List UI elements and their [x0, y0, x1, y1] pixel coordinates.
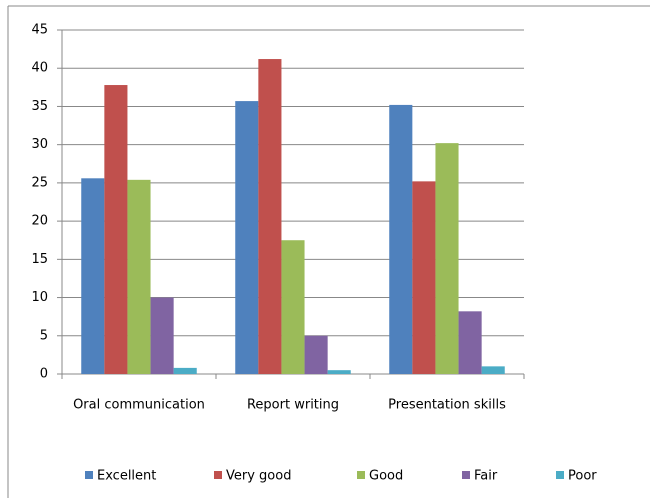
- legend-label: Very good: [226, 469, 291, 484]
- bar: [458, 311, 482, 374]
- x-tick-label: Report writing: [247, 398, 339, 413]
- y-tick-label: 40: [31, 61, 48, 76]
- y-tick-label: 5: [40, 328, 48, 343]
- legend-swatch: [357, 471, 365, 479]
- legend-swatch: [556, 471, 564, 479]
- legend-label: Excellent: [97, 469, 156, 484]
- y-tick-label: 15: [31, 252, 48, 267]
- bar: [327, 370, 351, 374]
- y-tick-label: 20: [31, 214, 48, 229]
- bar: [412, 181, 436, 374]
- legend-label: Fair: [474, 469, 498, 484]
- y-tick-label: 35: [31, 99, 48, 114]
- bar: [127, 179, 151, 374]
- legend-swatch: [85, 471, 93, 479]
- x-tick-label: Oral communication: [73, 398, 205, 413]
- x-tick-label: Presentation skills: [388, 398, 506, 413]
- bar: [173, 367, 197, 374]
- y-tick-label: 25: [31, 175, 48, 190]
- bar: [281, 240, 305, 374]
- legend-swatch: [462, 471, 470, 479]
- y-tick-label: 0: [40, 367, 48, 382]
- bar: [81, 178, 105, 374]
- bar: [150, 297, 174, 374]
- bar: [481, 366, 505, 374]
- bar: [235, 101, 259, 375]
- bar: [304, 335, 328, 374]
- legend-label: Good: [369, 469, 403, 484]
- legend-swatch: [214, 471, 222, 479]
- bar: [258, 59, 282, 374]
- y-tick-label: 30: [31, 137, 48, 152]
- bar: [389, 104, 413, 374]
- bar: [104, 85, 128, 374]
- legend-label: Poor: [568, 469, 597, 484]
- y-tick-label: 10: [31, 290, 48, 305]
- y-tick-label: 45: [31, 23, 48, 38]
- bar: [435, 143, 459, 374]
